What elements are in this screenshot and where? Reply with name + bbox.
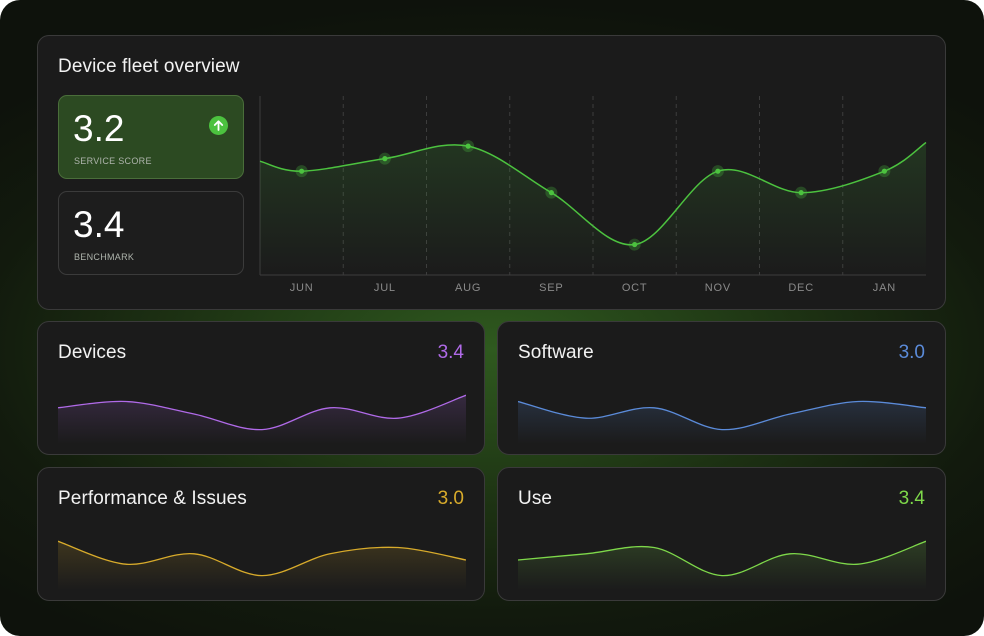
overview-card: Device fleet overview 3.2 SERVICE SCORE … — [37, 35, 946, 310]
series-line — [259, 141, 927, 246]
metric-card-title: Software — [518, 342, 594, 363]
arrow-up-icon — [209, 116, 228, 135]
sparkline-line — [58, 394, 466, 431]
x-tick-label: AUG — [455, 282, 482, 294]
sparkline-line — [58, 540, 466, 577]
data-point — [632, 241, 638, 248]
metric-card-software[interactable]: Software 3.0 — [497, 321, 946, 455]
x-tick-label: SEP — [539, 282, 564, 294]
benchmark-label: BENCHMARK — [74, 252, 135, 262]
sparkline — [58, 540, 466, 590]
sparkline — [518, 540, 926, 590]
metric-card-value: 3.0 — [437, 488, 464, 509]
x-tick-label: OCT — [621, 282, 648, 294]
data-point — [548, 190, 554, 196]
benchmark-value: 3.4 — [73, 204, 125, 245]
series-area — [260, 142, 926, 275]
data-point — [881, 168, 887, 174]
metric-card-value: 3.0 — [898, 342, 925, 363]
data-point — [715, 168, 721, 174]
x-tick-label: JUL — [373, 282, 396, 294]
sparkline — [58, 394, 466, 444]
metric-card-use[interactable]: Use 3.4 — [497, 467, 946, 601]
sparkline-area — [518, 541, 926, 590]
metric-card-value: 3.4 — [437, 342, 464, 363]
metric-card-devices[interactable]: Devices 3.4 — [37, 321, 485, 455]
metric-card-value: 3.4 — [898, 488, 925, 509]
data-point — [299, 168, 305, 174]
sparkline-line — [518, 540, 926, 577]
x-tick-label: NOV — [704, 282, 731, 294]
sparkline-area — [58, 541, 466, 590]
data-point — [382, 156, 388, 162]
service-score-box[interactable]: 3.2 SERVICE SCORE — [58, 95, 244, 179]
benchmark-box[interactable]: 3.4 BENCHMARK — [58, 191, 244, 275]
x-tick-label: JUN — [289, 282, 314, 294]
metric-card-title: Devices — [58, 342, 127, 363]
overview-title: Device fleet overview — [58, 56, 240, 77]
sparkline-line — [518, 400, 926, 431]
data-point — [798, 190, 804, 196]
metric-card-performance[interactable]: Performance & Issues 3.0 — [37, 467, 485, 601]
x-tick-label: JAN — [872, 282, 896, 294]
x-tick-label: DEC — [788, 282, 814, 294]
overview-line-chart — [259, 96, 927, 276]
metric-card-title: Performance & Issues — [58, 488, 247, 509]
data-point — [465, 143, 471, 149]
metric-card-title: Use — [518, 488, 553, 509]
service-score-label: SERVICE SCORE — [74, 156, 152, 166]
sparkline-area — [58, 395, 466, 444]
sparkline — [518, 400, 926, 444]
service-score-value: 3.2 — [73, 108, 125, 149]
sparkline-area — [518, 401, 926, 444]
